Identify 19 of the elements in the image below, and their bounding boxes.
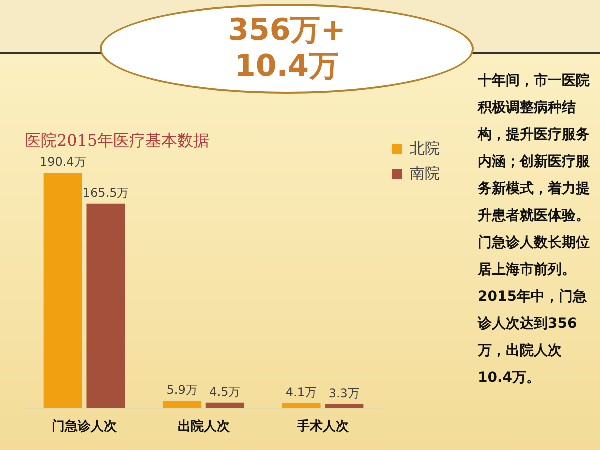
legend-label: 南院 <box>410 164 440 182</box>
data-label: 3.3万 <box>328 386 360 400</box>
chart-title: 医院2015年医疗基本数据 <box>25 130 210 150</box>
x-tick-label: 出院人次 <box>178 418 231 435</box>
chart-subtitle: 356万+ 10.4万 <box>227 13 347 85</box>
bar <box>162 401 202 408</box>
data-label: 4.5万 <box>210 384 241 399</box>
data-label: 5.9万 <box>166 383 198 398</box>
data-label: 4.1万 <box>286 385 318 400</box>
data-label: 165.5万 <box>82 186 130 200</box>
data-label: 190.4万 <box>40 155 86 170</box>
legend-label: 北院 <box>410 139 440 158</box>
x-tick-label: 手术人次 <box>296 418 350 435</box>
bar <box>86 204 126 408</box>
x-tick-label: 门急诊人次 <box>52 418 118 435</box>
bar <box>282 403 321 408</box>
text: 十年间，市一医院积极调整病种结构，提升医疗服务内涵；创新医疗服务新模式，着力提升患者就医体验。门急诊人数长期位居上海市前列。2015年中，门急诊人次达到356万，出院人次10.4万。 <box>478 73 590 386</box>
bar <box>44 173 82 408</box>
bar <box>206 402 245 408</box>
